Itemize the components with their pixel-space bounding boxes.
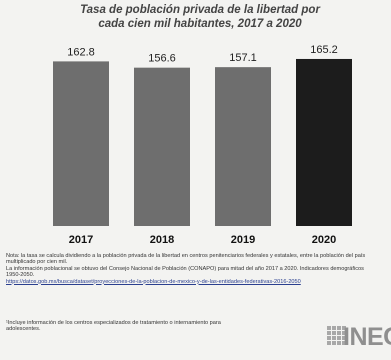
inegi-logo-text: INEGI	[343, 323, 391, 351]
category-label-2018: 2018	[150, 234, 174, 246]
chart-title-line-1: Tasa de población privada de la libertad…	[80, 4, 320, 16]
category-label-2020: 2020	[312, 234, 336, 246]
bar-chart: 162.8 2017 156.6 2018 157.1 2019 165.2 2020	[53, 44, 352, 246]
bar-2020	[296, 58, 352, 226]
inegi-logo: INEGI	[327, 322, 391, 352]
value-label-2020: 165.2	[310, 44, 338, 56]
note-methodology: Nota: la tasa se calcula dividiendo a la…	[6, 253, 366, 266]
value-label-2017: 162.8	[67, 46, 95, 58]
bar-2017	[53, 61, 109, 226]
note-source-link[interactable]: https://datos.gob.mx/busca/dataset/proye…	[6, 278, 301, 285]
bar-2019	[215, 67, 271, 226]
value-label-2018: 156.6	[148, 53, 176, 65]
inegi-logo-icon	[327, 326, 346, 348]
category-label-2017: 2017	[69, 234, 93, 246]
footnote: ¹Incluye información de los centros espe…	[6, 320, 221, 333]
bar-2018	[134, 67, 190, 226]
category-label-2019: 2019	[231, 234, 255, 246]
chart-notes: Nota: la tasa se calcula dividiendo a la…	[6, 253, 378, 285]
value-label-2019: 157.1	[229, 52, 257, 64]
note-source: La información poblacional se obtuvo del…	[6, 265, 364, 279]
chart-title: Tasa de población privada de la libertad…	[40, 3, 360, 31]
chart-title-line-2: cada cien mil habitantes, 2017 a 2020	[98, 18, 302, 30]
